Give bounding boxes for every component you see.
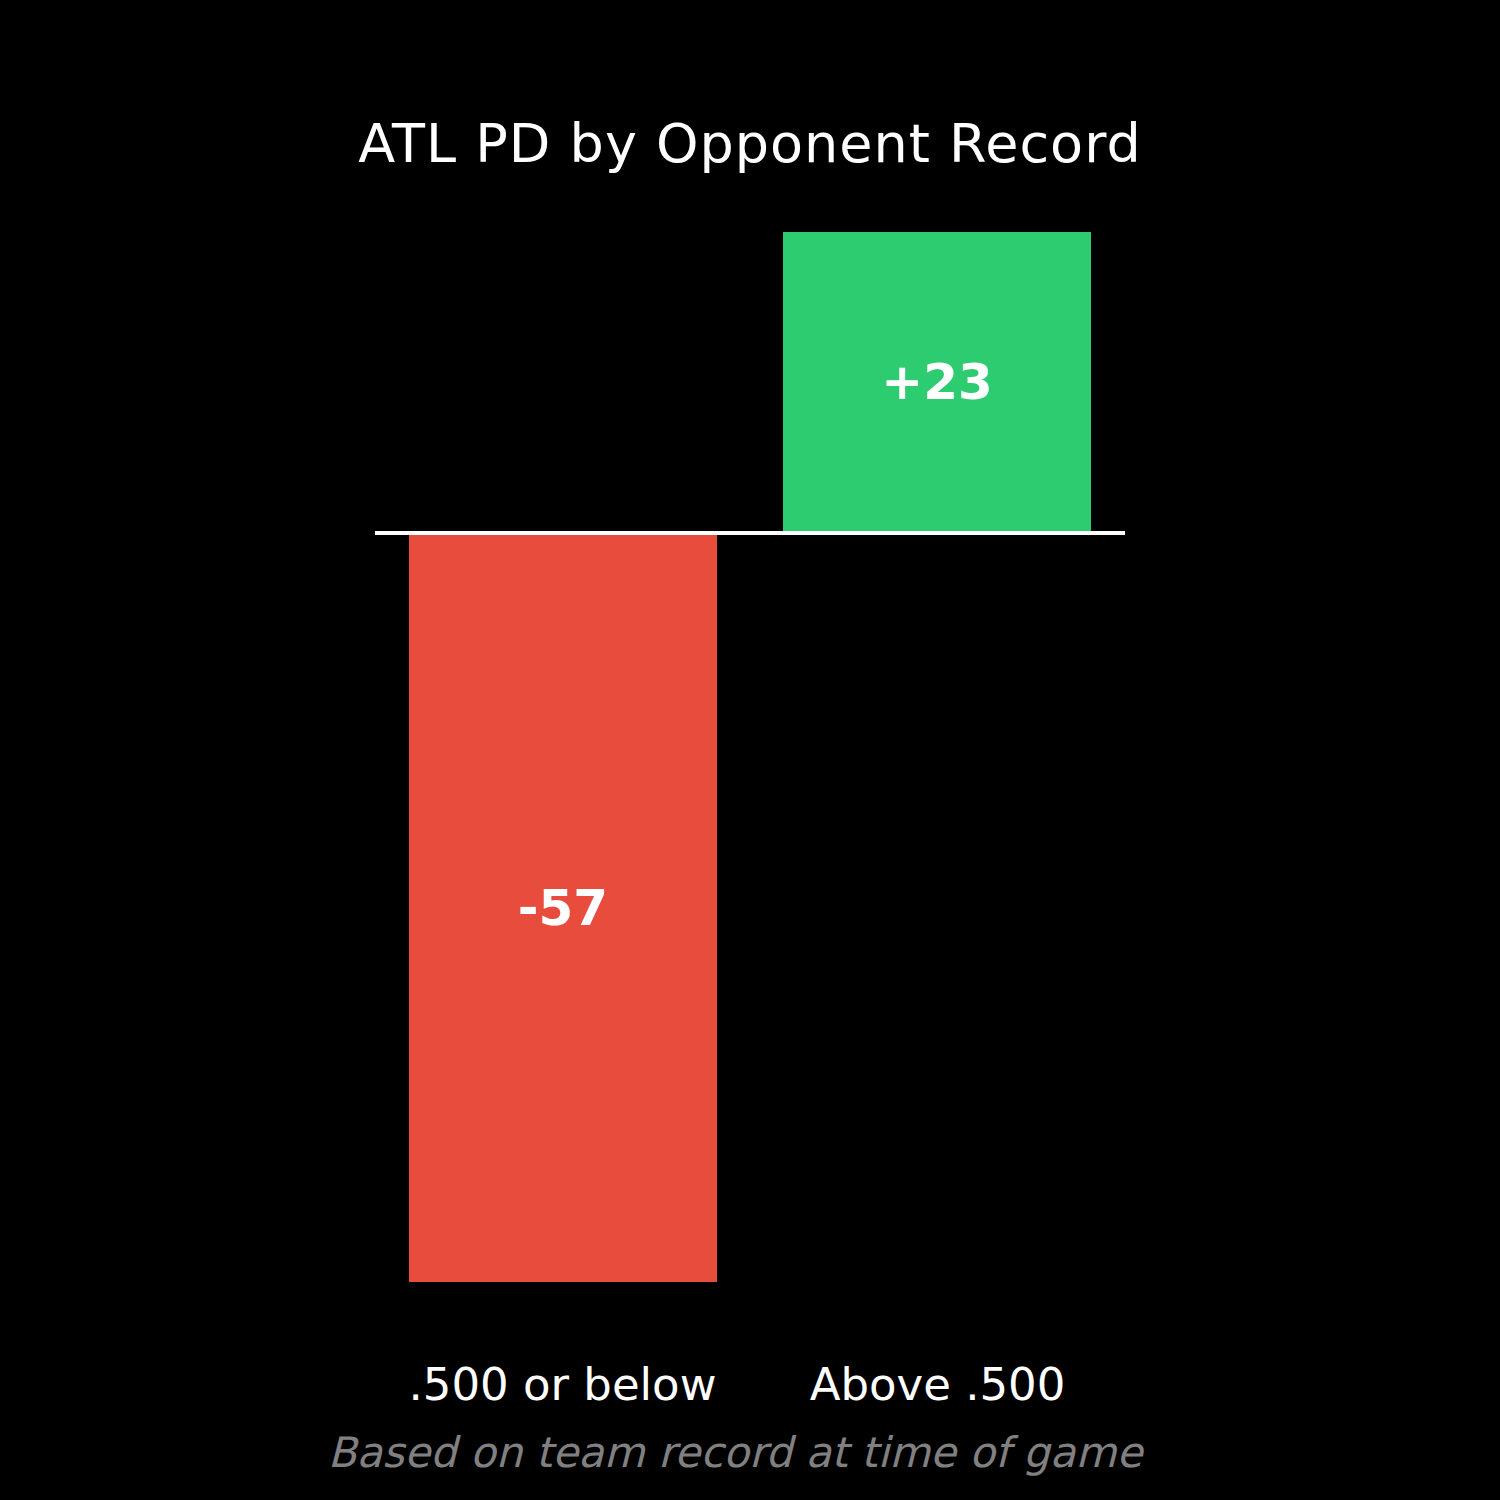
bar-500-or-below: -57 — [409, 535, 717, 1282]
category-label-500-or-below: .500 or below — [375, 1358, 750, 1411]
bar-above-500: +23 — [783, 232, 1091, 533]
zero-baseline — [375, 531, 1125, 535]
category-label-above-500: Above .500 — [750, 1358, 1125, 1411]
chart-subtitle: Based on team record at time of game — [0, 1428, 1470, 1477]
bar-value-label-negative: -57 — [518, 879, 608, 937]
chart-title: ATL PD by Opponent Record — [0, 112, 1500, 175]
bar-value-label-positive: +23 — [881, 353, 992, 411]
bar-chart: ATL PD by Opponent Record -57 +23 .500 o… — [0, 0, 1500, 1500]
